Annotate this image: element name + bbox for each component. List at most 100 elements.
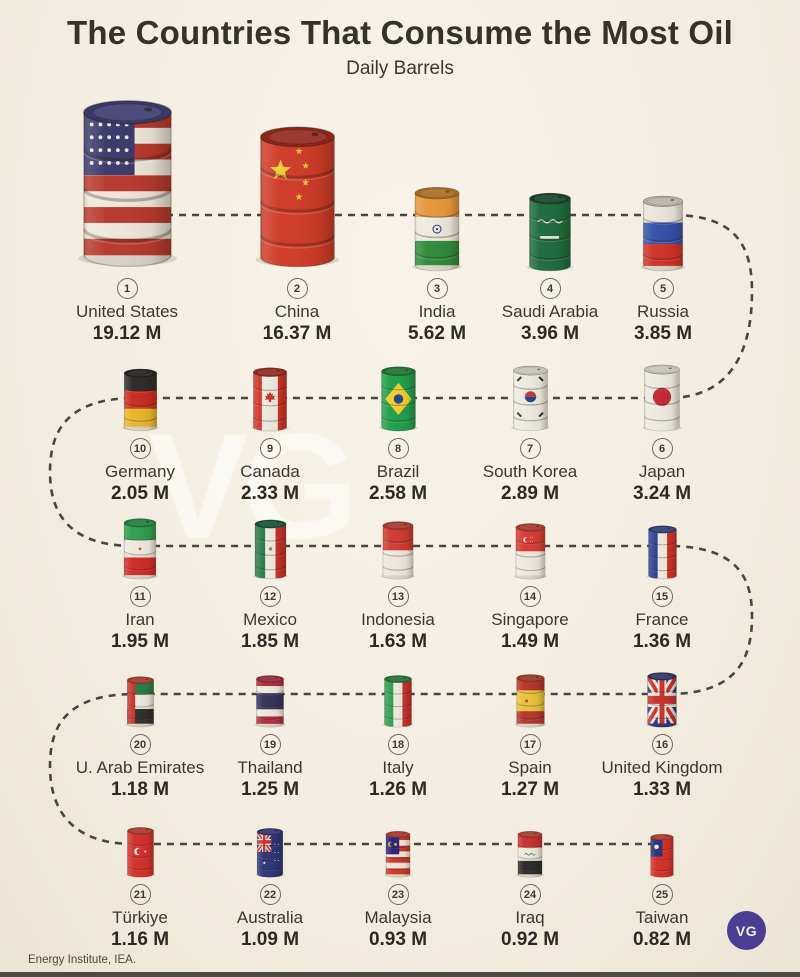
rank-badge: 7 <box>519 438 541 459</box>
country-name: Taiwan <box>635 908 689 927</box>
rank-badge: 4 <box>539 278 561 299</box>
country-item-japan: 6 Japan 3.24 M <box>592 360 732 505</box>
country-name: United Kingdom <box>601 758 723 777</box>
consumption-value: 1.85 M <box>240 631 300 653</box>
oil-barrel-graphic <box>514 674 546 728</box>
country-name: U. Arab Emirates <box>75 758 205 777</box>
rank-badge: 16 <box>651 734 673 755</box>
barrel-box <box>200 508 340 580</box>
country-item-australia: 22 Australia 1.09 M <box>200 806 340 951</box>
barrel-box <box>480 90 620 272</box>
barrel-box <box>70 360 210 432</box>
rank-badge: 8 <box>387 438 409 459</box>
barrel-box <box>367 90 507 272</box>
consumption-value: 1.09 M <box>240 929 300 951</box>
rank-badge: 2 <box>286 278 308 299</box>
consumption-value: 1.49 M <box>500 631 560 653</box>
country-item-united-states: 1 United States 19.12 M <box>57 90 197 345</box>
barrel-box <box>70 806 210 878</box>
rank-badge: 22 <box>259 884 281 905</box>
consumption-value: 3.85 M <box>633 323 693 345</box>
page-title: The Countries That Consume the Most Oil <box>67 14 733 51</box>
country-item-u-arab-emirates: 20 U. Arab Emirates 1.18 M <box>70 656 210 801</box>
bottom-edge-bar <box>0 972 800 977</box>
country-name: Germany <box>105 462 175 481</box>
country-name: Japan <box>638 462 686 481</box>
country-item-united-kingdom: 16 United Kingdom 1.33 M <box>592 656 732 801</box>
oil-barrel-graphic <box>255 126 339 268</box>
consumption-value: 2.89 M <box>500 483 560 505</box>
oil-barrel-graphic <box>382 675 414 728</box>
oil-barrel-graphic <box>649 834 675 878</box>
country-item-indonesia: 13 Indonesia 1.63 M <box>328 508 468 653</box>
country-item-brazil: 8 Brazil 2.58 M <box>328 360 468 505</box>
rank-badge: 14 <box>519 586 541 607</box>
country-name: Spain <box>508 758 552 777</box>
country-name: Russia <box>637 302 689 321</box>
country-item-france: 15 France 1.36 M <box>592 508 732 653</box>
country-name: Malaysia <box>364 908 432 927</box>
country-name: South Korea <box>482 462 578 481</box>
country-item-spain: 17 Spain 1.27 M <box>460 656 600 801</box>
barrel-box <box>200 360 340 432</box>
barrel-box <box>328 656 468 728</box>
country-item-saudi-arabia: 4 Saudi Arabia 3.96 M <box>480 90 620 345</box>
barrel-box <box>200 656 340 728</box>
vg-logo: VG <box>727 911 766 950</box>
country-item-mexico: 12 Mexico 1.85 M <box>200 508 340 653</box>
oil-barrel-graphic <box>251 367 289 432</box>
barrel-box <box>592 656 732 728</box>
oil-barrel-graphic <box>378 366 418 432</box>
oil-barrel-graphic <box>526 192 574 272</box>
consumption-value: 0.92 M <box>500 929 560 951</box>
rank-badge: 10 <box>129 438 151 459</box>
oil-barrel-graphic <box>642 364 682 432</box>
oil-barrel-graphic <box>252 519 288 580</box>
country-item-canada: 9 Canada 2.33 M <box>200 360 340 505</box>
rank-badge: 24 <box>519 884 541 905</box>
rank-badge: 6 <box>651 438 673 459</box>
barrel-box <box>328 806 468 878</box>
rank-badge: 23 <box>387 884 409 905</box>
oil-barrel-graphic <box>124 676 156 728</box>
rank-badge: 21 <box>129 884 151 905</box>
consumption-value: 1.95 M <box>110 631 170 653</box>
country-name: Brazil <box>376 462 420 481</box>
country-name: India <box>418 302 456 321</box>
rank-badge: 11 <box>129 586 151 607</box>
country-item-south-korea: 7 South Korea 2.89 M <box>460 360 600 505</box>
oil-barrel-graphic <box>255 828 285 878</box>
source-attribution: Energy Institute, IEA. <box>28 954 137 966</box>
oil-barrel-graphic <box>513 523 547 580</box>
oil-barrel-graphic <box>384 831 412 878</box>
consumption-value: 1.33 M <box>632 779 692 801</box>
consumption-value: 2.05 M <box>110 483 170 505</box>
country-item-russia: 5 Russia 3.85 M <box>593 90 733 345</box>
consumption-value: 1.16 M <box>110 929 170 951</box>
country-name: United States <box>75 302 179 321</box>
country-name: Australia <box>236 908 304 927</box>
country-item-china: 2 China 16.37 M <box>227 90 367 345</box>
country-name: Singapore <box>491 610 569 629</box>
consumption-value: 16.37 M <box>262 323 332 345</box>
country-name: Canada <box>240 462 300 481</box>
country-item-iran: 11 Iran 1.95 M <box>70 508 210 653</box>
consumption-value: 19.12 M <box>92 323 162 345</box>
country-name: Saudi Arabia <box>501 302 599 321</box>
country-item-italy: 18 Italy 1.26 M <box>328 656 468 801</box>
country-item-taiwan: 25 Taiwan 0.82 M <box>592 806 732 951</box>
barrel-box <box>592 508 732 580</box>
consumption-value: 2.33 M <box>240 483 300 505</box>
consumption-value: 0.93 M <box>368 929 428 951</box>
barrel-box <box>227 90 367 272</box>
header: The Countries That Consume the Most Oil … <box>0 14 800 80</box>
consumption-value: 1.26 M <box>368 779 428 801</box>
consumption-value: 0.82 M <box>632 929 692 951</box>
barrel-box <box>460 360 600 432</box>
consumption-value: 1.36 M <box>632 631 692 653</box>
rank-badge: 3 <box>426 278 448 299</box>
country-name: Türkiye <box>112 908 168 927</box>
oil-barrel-graphic <box>516 831 544 878</box>
country-item-iraq: 24 Iraq 0.92 M <box>460 806 600 951</box>
